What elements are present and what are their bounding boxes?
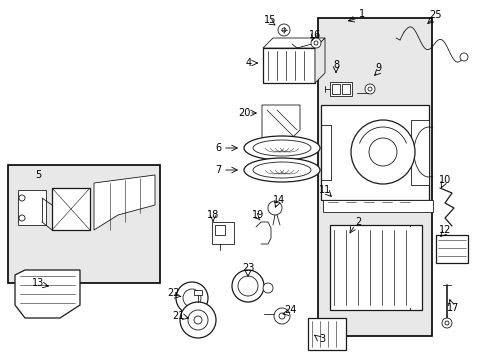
Polygon shape xyxy=(263,38,325,48)
Text: 10: 10 xyxy=(438,175,450,185)
Circle shape xyxy=(267,201,282,215)
Polygon shape xyxy=(262,105,299,143)
Text: 8: 8 xyxy=(332,60,338,70)
Polygon shape xyxy=(30,275,75,312)
Ellipse shape xyxy=(252,162,310,178)
Bar xyxy=(215,225,224,235)
Text: 11: 11 xyxy=(318,185,330,195)
Text: 24: 24 xyxy=(283,305,296,315)
Polygon shape xyxy=(314,38,325,83)
Text: 14: 14 xyxy=(272,195,285,205)
Circle shape xyxy=(187,310,207,330)
Bar xyxy=(263,48,314,83)
Circle shape xyxy=(19,195,25,201)
Text: 22: 22 xyxy=(167,288,180,298)
Circle shape xyxy=(368,138,396,166)
Text: 21: 21 xyxy=(171,311,184,321)
Circle shape xyxy=(310,38,320,48)
Text: 19: 19 xyxy=(251,210,264,220)
Circle shape xyxy=(459,53,467,61)
Circle shape xyxy=(282,28,285,32)
Bar xyxy=(212,222,234,244)
Text: 6: 6 xyxy=(215,143,221,153)
Circle shape xyxy=(278,24,289,36)
Bar xyxy=(329,225,421,310)
Text: 5: 5 xyxy=(35,170,41,180)
Bar xyxy=(320,105,428,200)
Bar xyxy=(409,227,419,308)
Text: 20: 20 xyxy=(237,108,250,118)
Circle shape xyxy=(194,316,202,324)
Ellipse shape xyxy=(244,158,319,182)
Text: 13: 13 xyxy=(32,278,44,288)
Text: 25: 25 xyxy=(428,10,440,20)
Text: 23: 23 xyxy=(242,263,254,273)
Bar xyxy=(194,290,202,295)
Polygon shape xyxy=(94,175,155,230)
Bar xyxy=(410,120,428,185)
Circle shape xyxy=(176,282,207,314)
Bar xyxy=(323,200,432,212)
Bar xyxy=(317,18,431,336)
Circle shape xyxy=(231,270,264,302)
Ellipse shape xyxy=(252,140,310,156)
Text: 1: 1 xyxy=(358,9,365,19)
Text: 4: 4 xyxy=(245,58,251,68)
Circle shape xyxy=(444,321,448,325)
Circle shape xyxy=(367,87,371,91)
Circle shape xyxy=(279,313,285,319)
Circle shape xyxy=(350,120,414,184)
Circle shape xyxy=(273,308,289,324)
Circle shape xyxy=(364,84,374,94)
Text: 2: 2 xyxy=(354,217,360,227)
Bar xyxy=(52,188,90,230)
Circle shape xyxy=(441,318,451,328)
Text: 7: 7 xyxy=(214,165,221,175)
Circle shape xyxy=(19,215,25,221)
Bar xyxy=(341,84,349,94)
Circle shape xyxy=(180,302,216,338)
Ellipse shape xyxy=(244,136,319,160)
Bar xyxy=(8,165,160,283)
Bar xyxy=(331,84,339,94)
Bar xyxy=(329,82,351,96)
Circle shape xyxy=(263,283,272,293)
Bar xyxy=(307,318,346,350)
Text: 3: 3 xyxy=(318,334,325,344)
Bar xyxy=(435,235,467,263)
Text: 16: 16 xyxy=(308,30,321,40)
Text: 15: 15 xyxy=(263,15,276,25)
Bar xyxy=(18,190,46,225)
Polygon shape xyxy=(15,270,80,318)
Text: 9: 9 xyxy=(374,63,380,73)
Circle shape xyxy=(238,276,258,296)
Text: 17: 17 xyxy=(446,303,458,313)
Text: 18: 18 xyxy=(206,210,219,220)
Text: 12: 12 xyxy=(438,225,450,235)
Circle shape xyxy=(313,41,317,45)
Circle shape xyxy=(183,289,201,307)
